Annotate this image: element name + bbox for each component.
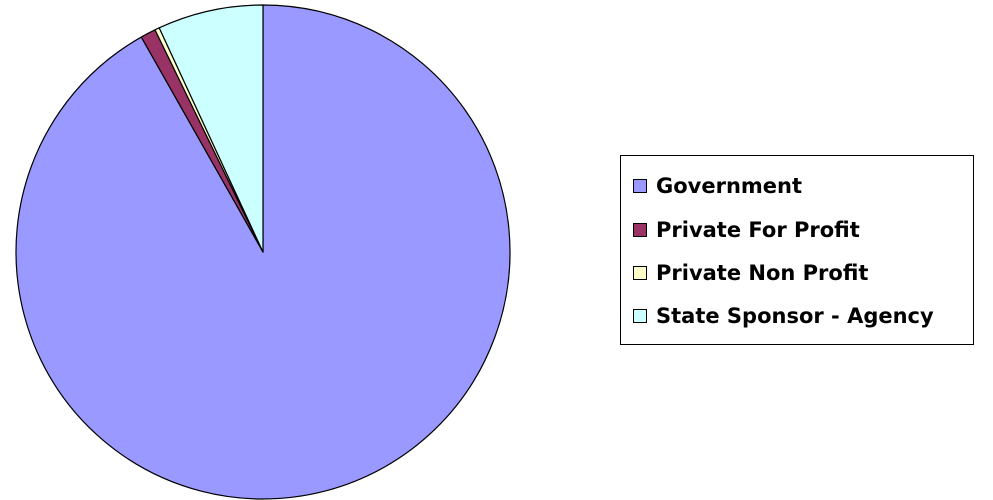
legend-swatch-private-for-profit	[633, 223, 647, 237]
legend-label-state-sponsor-agency: State Sponsor - Agency	[656, 304, 934, 328]
legend-item-private-non-profit: Private Non Profit	[633, 258, 868, 288]
legend-item-government: Government	[633, 171, 802, 201]
pie-slice-state-sponsor-agency	[158, 4, 264, 253]
pie-chart	[15, 4, 511, 500]
legend-item-state-sponsor-agency: State Sponsor - Agency	[633, 301, 934, 331]
legend-item-private-for-profit: Private For Profit	[633, 215, 860, 245]
legend-swatch-private-non-profit	[633, 266, 647, 280]
legend-swatch-state-sponsor-agency	[633, 309, 647, 323]
legend-swatch-government	[633, 179, 647, 193]
legend-label-private-non-profit: Private Non Profit	[656, 261, 869, 285]
legend-label-government: Government	[656, 174, 803, 198]
legend-label-private-for-profit: Private For Profit	[656, 218, 860, 242]
legend: Government Private For Profit Private No…	[620, 155, 974, 345]
